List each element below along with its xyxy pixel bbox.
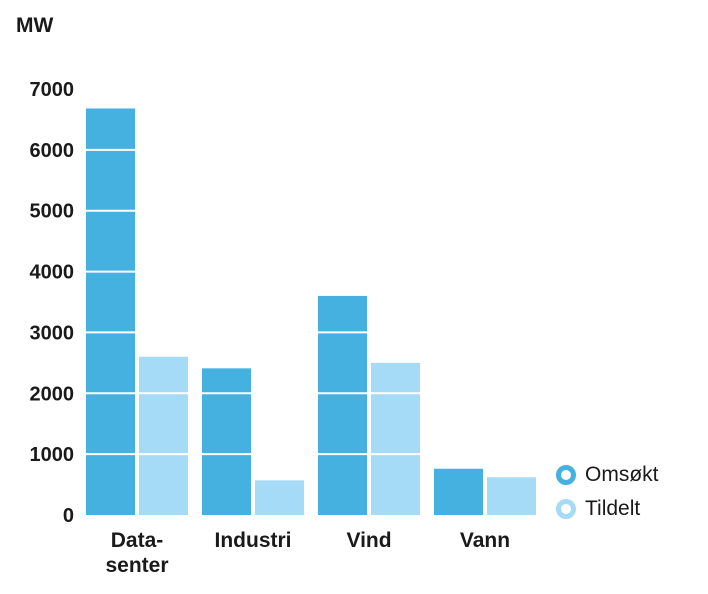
bar-tildelt-0 xyxy=(139,356,188,515)
y-tick-label-1000: 1000 xyxy=(30,444,75,466)
x-tick-label-1: Industri xyxy=(215,529,292,552)
y-tick-label-3000: 3000 xyxy=(30,322,75,344)
bar-omskt-3 xyxy=(434,468,483,515)
bar-omskt-2 xyxy=(318,295,367,515)
y-axis-ticks: 0 1000 2000 3000 4000 5000 6000 7000 xyxy=(30,79,75,527)
x-axis-ticks: Data-senter Industri Vind Vann xyxy=(105,529,510,577)
y-tick-label-4000: 4000 xyxy=(30,262,75,284)
bar-tildelt-3 xyxy=(487,477,536,515)
legend-label-tildelt: Tildelt xyxy=(585,497,641,520)
bar-omskt-1 xyxy=(202,368,251,515)
bar-omskt-0 xyxy=(86,108,135,515)
legend: Omsøkt Tildelt xyxy=(556,458,659,526)
x-tick-label-3: Vann xyxy=(460,529,510,552)
gridlines-layer xyxy=(86,88,536,456)
bar-tildelt-1 xyxy=(255,480,304,515)
legend-item-tildelt: Tildelt xyxy=(556,492,659,526)
y-tick-label-5000: 5000 xyxy=(30,201,75,223)
legend-item-omsokt: Omsøkt xyxy=(556,458,659,492)
x-tick-label-line: senter xyxy=(105,554,168,577)
legend-marker-omsokt xyxy=(556,465,576,485)
legend-marker-tildelt xyxy=(556,499,576,519)
y-axis-unit-label: MW xyxy=(16,14,54,37)
x-tick-label-line: Vann xyxy=(460,529,510,552)
y-tick-label-0: 0 xyxy=(63,505,74,527)
y-tick-label-2000: 2000 xyxy=(30,383,75,405)
legend-label-omsokt: Omsøkt xyxy=(585,463,659,486)
y-tick-label-7000: 7000 xyxy=(30,79,75,101)
x-tick-label-line: Data- xyxy=(111,529,164,552)
bar-tildelt-2 xyxy=(371,362,420,515)
x-tick-label-2: Vind xyxy=(346,529,391,552)
y-tick-label-6000: 6000 xyxy=(30,140,75,162)
x-tick-label-0: Data-senter xyxy=(105,529,168,577)
x-tick-label-line: Vind xyxy=(346,529,391,552)
x-tick-label-line: Industri xyxy=(215,529,292,552)
